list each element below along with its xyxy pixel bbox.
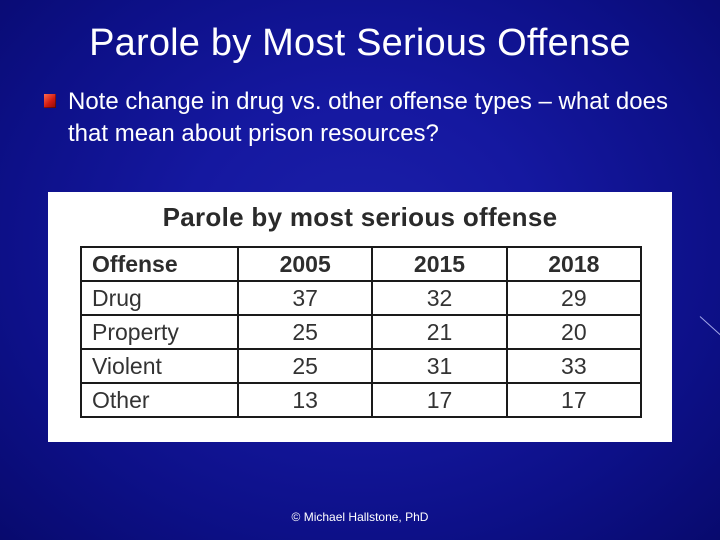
table-row-property: Property 25 21 20 <box>80 314 643 350</box>
row-label: Drug <box>80 280 239 316</box>
cell-2018: 29 <box>505 280 643 316</box>
column-header-offense: Offense <box>80 246 239 282</box>
cell-2005: 13 <box>236 382 374 418</box>
cell-2005: 37 <box>236 280 374 316</box>
cell-2018: 17 <box>505 382 643 418</box>
table-row-drug: Drug 37 32 29 <box>80 280 643 316</box>
cell-2005: 25 <box>236 314 374 350</box>
table-row-other: Other 13 17 17 <box>80 382 643 418</box>
column-header-2005: 2005 <box>236 246 374 282</box>
copyright-footer: © Michael Hallstone, PhD <box>291 510 429 524</box>
column-header-2015: 2015 <box>371 246 508 282</box>
row-label: Violent <box>80 348 239 384</box>
cell-2015: 17 <box>371 382 508 418</box>
table-row-violent: Violent 25 31 33 <box>80 348 643 384</box>
cell-2015: 31 <box>371 348 508 384</box>
cell-2015: 21 <box>371 314 508 350</box>
table-header-row: Offense 2005 2015 2018 <box>80 246 643 282</box>
parole-offense-table: Offense 2005 2015 2018 Drug 37 32 29 Pro… <box>80 246 643 418</box>
row-label: Property <box>80 314 239 350</box>
table-image-panel: Parole by most serious offense Offense 2… <box>48 192 672 442</box>
slide-title: Parole by Most Serious Offense <box>89 22 631 64</box>
column-header-2018: 2018 <box>505 246 643 282</box>
bullet-marker-icon <box>44 94 56 108</box>
cell-2018: 33 <box>505 348 643 384</box>
cell-2015: 32 <box>371 280 508 316</box>
table-heading: Parole by most serious offense <box>162 202 558 232</box>
row-label: Other <box>80 382 239 418</box>
cell-2005: 25 <box>236 348 374 384</box>
decorative-line <box>699 316 720 337</box>
cell-2018: 20 <box>505 314 643 350</box>
bullet-text: Note change in drug vs. other offense ty… <box>68 88 668 147</box>
